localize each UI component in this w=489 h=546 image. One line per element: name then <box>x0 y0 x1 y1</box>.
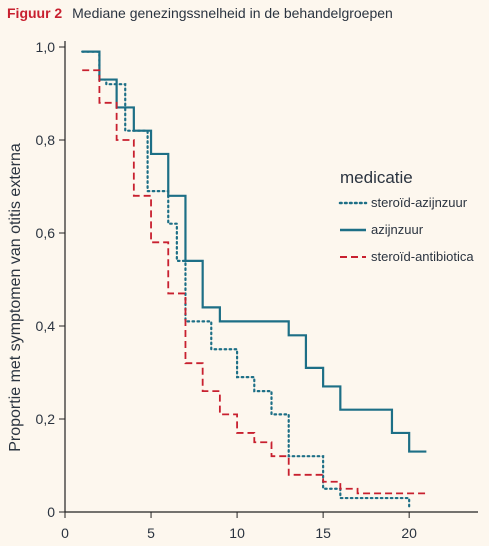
axes: 0 5 10 15 20 0 0,2 0,4 0,6 0,8 1,0 <box>36 39 478 541</box>
x-tick-label: 0 <box>61 525 69 541</box>
figure-caption: Figuur 2 Mediane genezingssnelheid in de… <box>7 5 393 21</box>
legend-title: medicatie <box>340 168 413 187</box>
series-line-1 <box>81 50 411 509</box>
series-line-2 <box>82 50 427 453</box>
x-tick-label: 20 <box>401 525 417 541</box>
figure-title: Mediane genezingssnelheid in de behandel… <box>72 5 393 21</box>
series-line-3 <box>82 69 427 495</box>
x-tick-label: 10 <box>229 525 245 541</box>
legend-label-1: steroïd-azijnzuur <box>371 195 468 210</box>
y-tick-label: 0,4 <box>36 318 56 334</box>
x-tick-label: 15 <box>315 525 331 541</box>
legend: medicatie steroïd-azijnzuur azijnzuur stero… <box>338 168 474 264</box>
y-tick-label: 0,8 <box>36 132 56 148</box>
legend-label-3: steroïd-antibiotica <box>371 249 474 264</box>
y-tick-label: 0,2 <box>36 411 56 427</box>
y-tick-label: 0,6 <box>36 225 56 241</box>
y-tick-label: 1,0 <box>36 39 56 55</box>
series-layer <box>81 50 427 509</box>
legend-label-2: azijnzuur <box>371 222 424 237</box>
figure-label: Figuur 2 <box>7 5 63 21</box>
y-tick-label: 0 <box>47 504 55 520</box>
y-axis-label: Proportie met symptomen van otitis exter… <box>7 143 24 452</box>
x-tick-label: 5 <box>147 525 155 541</box>
